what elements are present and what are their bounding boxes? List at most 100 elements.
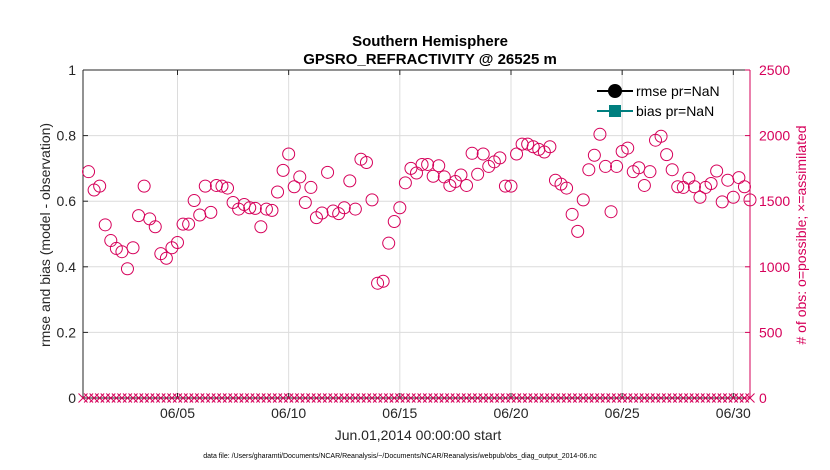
y-tick-left-label: 0.6 <box>57 193 77 209</box>
possible-obs-marker <box>726 190 740 204</box>
possible-obs-marker <box>598 159 612 173</box>
possible-obs-marker <box>526 140 540 154</box>
possible-obs-marker <box>282 147 296 161</box>
possible-obs-marker <box>204 205 218 219</box>
possible-obs-marker <box>454 168 468 182</box>
possible-obs-marker <box>398 176 412 190</box>
possible-obs-marker <box>715 195 729 209</box>
possible-obs-marker <box>693 190 707 204</box>
possible-obs-marker <box>426 169 440 183</box>
possible-obs-marker <box>660 148 674 162</box>
possible-obs-marker <box>182 217 196 231</box>
data-file-footer: data file: /Users/gharamti/Documents/NCA… <box>203 453 597 460</box>
possible-obs-marker <box>560 181 574 195</box>
possible-obs-marker <box>432 159 446 173</box>
legend: rmse pr=NaN bias pr=NaN <box>597 83 720 119</box>
y-tick-left-label: 0.8 <box>57 128 77 144</box>
possible-obs-marker <box>337 201 351 215</box>
possible-obs-marker <box>637 178 651 192</box>
possible-obs-marker <box>276 163 290 177</box>
possible-obs-marker <box>587 148 601 162</box>
chart-title: Southern Hemisphere <box>352 33 508 50</box>
y-tick-right-label: 2000 <box>759 128 790 144</box>
possible-obs-marker <box>498 179 512 193</box>
x-tick-label: 06/15 <box>382 405 417 421</box>
possible-obs-marker <box>126 241 140 255</box>
possible-obs-marker <box>348 202 362 216</box>
x-tick-label: 06/20 <box>493 405 528 421</box>
possible-obs-marker <box>465 146 479 160</box>
possible-obs-marker <box>298 196 312 210</box>
possible-obs-marker <box>215 179 229 193</box>
possible-obs-marker <box>665 163 679 177</box>
y-axis-right-label: # of obs: o=possible; ×=assimilated <box>793 125 809 344</box>
possible-obs-marker <box>365 193 379 207</box>
possible-obs-marker <box>221 181 235 195</box>
y-tick-left-label: 1 <box>68 62 76 78</box>
possible-obs-marker <box>737 180 751 194</box>
possible-obs-marker <box>176 217 190 231</box>
possible-obs-marker <box>315 206 329 220</box>
possible-obs-marker <box>382 236 396 250</box>
legend-marker <box>608 84 622 98</box>
possible-obs-marker <box>371 276 385 290</box>
possible-obs-marker <box>254 220 268 234</box>
y-tick-right-label: 0 <box>759 390 767 406</box>
possible-obs-marker <box>654 129 668 143</box>
possible-obs-marker <box>359 155 373 169</box>
x-tick-label: 06/10 <box>271 405 306 421</box>
y-axis-left-label: rmse and bias (model - observation) <box>37 123 53 347</box>
possible-obs-marker <box>576 193 590 207</box>
possible-obs-marker <box>243 201 257 215</box>
possible-obs-marker <box>493 151 507 165</box>
possible-obs-marker <box>120 262 134 276</box>
possible-obs-marker <box>387 215 401 229</box>
x-axis-label: Jun.01,2014 00:00:00 start <box>335 427 502 443</box>
possible-obs-marker <box>93 179 107 193</box>
possible-obs-marker <box>643 165 657 179</box>
possible-obs-marker <box>343 174 357 188</box>
y-tick-right-label: 1500 <box>759 193 790 209</box>
legend-marker <box>609 105 621 117</box>
chart-subtitle: GPSRO_REFRACTIVITY @ 26525 m <box>303 51 557 68</box>
possible-obs-marker <box>376 274 390 288</box>
possible-obs-marker <box>393 201 407 215</box>
possible-obs-marker <box>743 193 757 207</box>
y-tick-left-label: 0.2 <box>57 324 77 340</box>
x-tick-label: 06/25 <box>605 405 640 421</box>
possible-obs-marker <box>170 236 184 250</box>
possible-obs-marker <box>187 194 201 208</box>
possible-obs-marker <box>421 157 435 171</box>
possible-obs-marker <box>159 251 173 265</box>
legend-label: bias pr=NaN <box>636 103 714 119</box>
possible-obs-marker <box>248 201 262 215</box>
possible-obs-marker <box>415 157 429 171</box>
possible-obs-marker <box>82 165 96 179</box>
possible-obs-marker <box>604 205 618 219</box>
possible-obs-marker <box>571 224 585 238</box>
x-tick-label: 06/05 <box>160 405 195 421</box>
possible-obs-marker <box>460 178 474 192</box>
possible-obs-marker <box>510 147 524 161</box>
possible-obs-marker <box>271 185 285 199</box>
possible-obs-marker <box>148 220 162 234</box>
possible-obs-marker <box>704 176 718 190</box>
possible-obs-marker <box>710 164 724 178</box>
possible-obs-marker <box>543 140 557 154</box>
y-tick-left-label: 0 <box>68 390 76 406</box>
possible-obs-marker <box>582 163 596 177</box>
possible-obs-marker <box>259 202 273 216</box>
assimilated-obs-marker-stroke <box>745 393 755 403</box>
y-tick-right-label: 500 <box>759 324 783 340</box>
possible-obs-marker <box>593 127 607 141</box>
y-tick-right-label: 1000 <box>759 259 790 275</box>
possible-obs-marker <box>621 141 635 155</box>
possible-obs-marker <box>521 137 535 151</box>
y-tick-left-label: 0.4 <box>57 259 77 275</box>
y-tick-right-label: 2500 <box>759 62 790 78</box>
assimilated-obs-marker <box>745 393 755 403</box>
possible-obs-marker <box>671 180 685 194</box>
possible-obs-marker <box>610 159 624 173</box>
